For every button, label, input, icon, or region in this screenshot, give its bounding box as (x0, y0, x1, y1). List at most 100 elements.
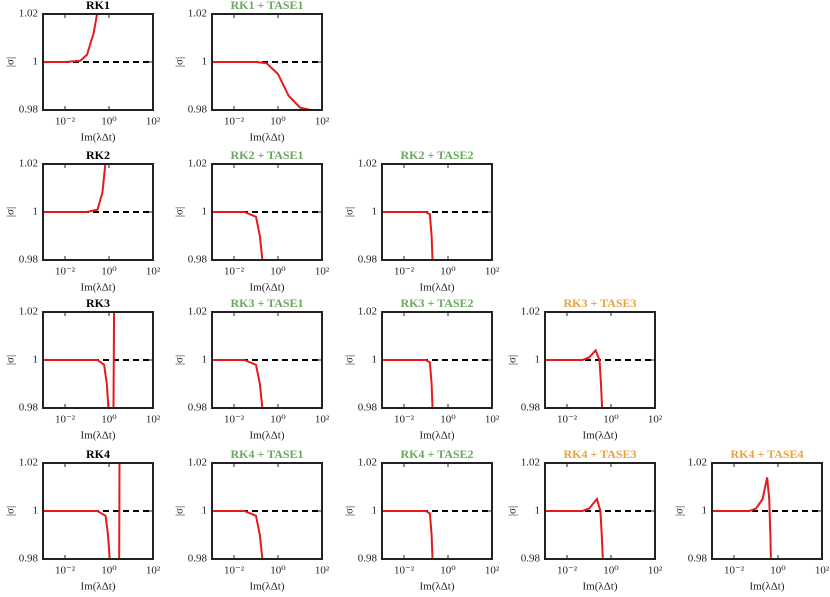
x-tick-label: 10⁻² (394, 266, 415, 278)
y-axis-label: |σ| (344, 506, 356, 516)
panel: RK3 Im(λΔt) |σ| 0.98 1 1.02 10⁻² 10⁰ 10² (5, 296, 161, 442)
x-tick-label: 10² (315, 414, 330, 426)
curve (212, 211, 264, 260)
panel-title: RK1 (86, 0, 110, 12)
x-tick-label: 10⁻² (557, 565, 578, 577)
x-tick-label: 10⁰ (440, 565, 456, 577)
panel-title: RK4 + TASE3 (563, 447, 636, 461)
panel: RK4 + TASE3 Im(λΔt) |σ| 0.98 1 1.02 10⁻² 10⁰ 10² (507, 447, 663, 593)
axes-box (381, 462, 493, 560)
axes-box (544, 462, 656, 560)
curve (382, 359, 434, 408)
x-tick-label: 10⁰ (101, 266, 117, 278)
y-axis-label: |σ| (5, 207, 17, 217)
panel-title: RK2 + TASE1 (230, 148, 303, 162)
x-tick-label: 10⁰ (270, 266, 286, 278)
axes-box (211, 13, 323, 111)
panel-title: RK4 + TASE2 (400, 447, 473, 461)
axes-box (211, 163, 323, 261)
x-tick-label: 10² (146, 116, 161, 128)
x-tick-label: 10² (146, 266, 161, 278)
x-axis-label: Im(λΔt) (80, 430, 115, 442)
x-tick-label: 10⁰ (101, 414, 117, 426)
y-tick-label: 0.98 (358, 553, 378, 565)
x-axis-label: Im(λΔt) (419, 430, 454, 442)
curve (712, 477, 772, 559)
x-tick-label: 10⁻² (55, 266, 76, 278)
axes-box (381, 163, 493, 261)
curve (43, 14, 99, 63)
axes-box (381, 311, 493, 409)
panel-title: RK4 + TASE4 (730, 447, 803, 461)
panel: RK4 + TASE2 Im(λΔt) |σ| 0.98 1 1.02 10⁻² 10⁰ 10² (344, 447, 500, 593)
y-tick-label: 0.98 (358, 254, 378, 266)
panel: RK1 + TASE1 Im(λΔt) |σ| 0.98 1 1.02 10⁻² 10⁰ 10² (174, 0, 330, 144)
curve (545, 496, 604, 559)
y-tick-label: 0.98 (188, 553, 208, 565)
x-tick-label: 10² (146, 565, 161, 577)
y-tick-label: 1.02 (358, 306, 377, 318)
y-tick-label: 0.98 (19, 402, 39, 414)
y-tick-label: 0.98 (19, 553, 39, 565)
panel-title: RK2 (86, 148, 110, 162)
x-axis-label: Im(λΔt) (582, 581, 617, 593)
x-tick-label: 10⁰ (270, 565, 286, 577)
curve (212, 359, 264, 408)
y-tick-label: 0.98 (521, 402, 541, 414)
y-tick-label: 1 (33, 56, 39, 68)
y-axis-label: |σ| (674, 506, 686, 516)
y-axis-label: |σ| (5, 355, 17, 365)
y-axis-label: |σ| (174, 355, 186, 365)
x-axis-label: Im(λΔt) (249, 282, 284, 294)
y-tick-label: 1.02 (19, 306, 38, 318)
curve (212, 61, 322, 110)
axes-box (42, 311, 154, 409)
y-tick-label: 0.98 (19, 104, 39, 116)
y-tick-label: 0.98 (188, 402, 208, 414)
y-axis-label: |σ| (5, 506, 17, 516)
axes-box (42, 13, 154, 111)
y-tick-label: 1 (33, 206, 39, 218)
x-tick-label: 10² (146, 414, 161, 426)
x-axis-label: Im(λΔt) (80, 132, 115, 144)
y-tick-label: 1 (372, 206, 378, 218)
panel-title: RK3 + TASE3 (563, 296, 636, 310)
y-tick-label: 0.98 (188, 104, 208, 116)
x-axis-label: Im(λΔt) (749, 581, 784, 593)
x-tick-label: 10² (815, 565, 830, 577)
panel-title: RK1 + TASE1 (230, 0, 303, 12)
panel: RK4 + TASE1 Im(λΔt) |σ| 0.98 1 1.02 10⁻² 10⁰ 10² (174, 447, 330, 593)
x-axis-label: Im(λΔt) (249, 430, 284, 442)
y-tick-label: 1 (33, 354, 39, 366)
panel: RK4 Im(λΔt) |σ| 0.98 1 1.02 10⁻² 10⁰ 10² (5, 447, 161, 593)
y-tick-label: 1.02 (521, 457, 540, 469)
y-tick-label: 1.02 (521, 306, 540, 318)
y-tick-label: 0.98 (188, 254, 208, 266)
panel: RK4 + TASE4 Im(λΔt) |σ| 0.98 1 1.02 10⁻² 10⁰ 10² (674, 447, 830, 593)
y-tick-label: 1.02 (188, 158, 207, 170)
x-tick-label: 10⁻² (557, 414, 578, 426)
x-axis-label: Im(λΔt) (80, 282, 115, 294)
axes-box (711, 462, 823, 560)
y-tick-label: 0.98 (358, 402, 378, 414)
y-tick-label: 0.98 (688, 553, 708, 565)
x-tick-label: 10² (315, 266, 330, 278)
panel: RK3 + TASE1 Im(λΔt) |σ| 0.98 1 1.02 10⁻² 10⁰ 10² (174, 296, 330, 442)
x-tick-label: 10² (485, 565, 500, 577)
x-tick-label: 10² (315, 565, 330, 577)
curve (382, 211, 434, 260)
curve (43, 463, 121, 559)
x-tick-label: 10² (648, 414, 663, 426)
x-axis-label: Im(λΔt) (419, 581, 454, 593)
y-tick-label: 0.98 (521, 553, 541, 565)
curve (212, 510, 264, 559)
x-tick-label: 10⁰ (603, 414, 619, 426)
y-tick-label: 1 (202, 56, 208, 68)
y-tick-label: 0.98 (19, 254, 39, 266)
y-tick-label: 1.02 (188, 8, 207, 20)
x-tick-label: 10⁰ (101, 116, 117, 128)
x-tick-label: 10⁻² (394, 414, 415, 426)
x-tick-label: 10² (485, 414, 500, 426)
y-axis-label: |σ| (174, 207, 186, 217)
x-tick-label: 10⁻² (55, 565, 76, 577)
